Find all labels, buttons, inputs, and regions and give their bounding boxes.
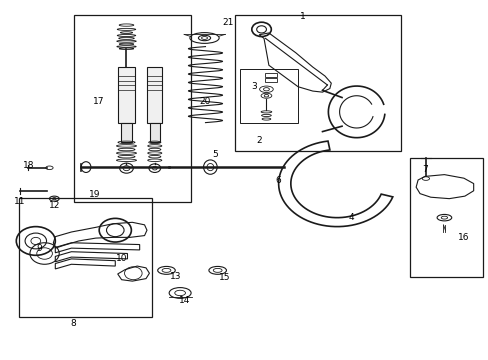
Text: 3: 3	[251, 82, 257, 91]
Text: 13: 13	[169, 272, 181, 281]
Text: 11: 11	[14, 197, 25, 206]
Polygon shape	[150, 123, 159, 142]
Text: 12: 12	[48, 201, 60, 210]
Polygon shape	[118, 67, 135, 123]
Text: 14: 14	[179, 296, 190, 305]
Text: 20: 20	[200, 96, 211, 105]
Bar	[264, 78, 277, 82]
Text: 5: 5	[212, 150, 218, 159]
Text: 17: 17	[92, 96, 104, 105]
Bar	[264, 73, 277, 77]
Text: 9: 9	[37, 244, 42, 253]
Text: 19: 19	[88, 190, 100, 199]
Text: 21: 21	[222, 18, 234, 27]
Text: 18: 18	[23, 161, 35, 170]
Text: 4: 4	[348, 213, 354, 222]
Text: 10: 10	[116, 255, 127, 264]
Text: 6: 6	[275, 176, 281, 185]
Text: 1: 1	[300, 12, 305, 21]
Text: 15: 15	[219, 273, 230, 282]
Text: 8: 8	[70, 319, 76, 328]
Polygon shape	[121, 123, 132, 142]
Text: 7: 7	[421, 165, 427, 174]
Text: 16: 16	[457, 233, 468, 242]
Polygon shape	[147, 67, 162, 123]
Text: 2: 2	[256, 136, 262, 145]
